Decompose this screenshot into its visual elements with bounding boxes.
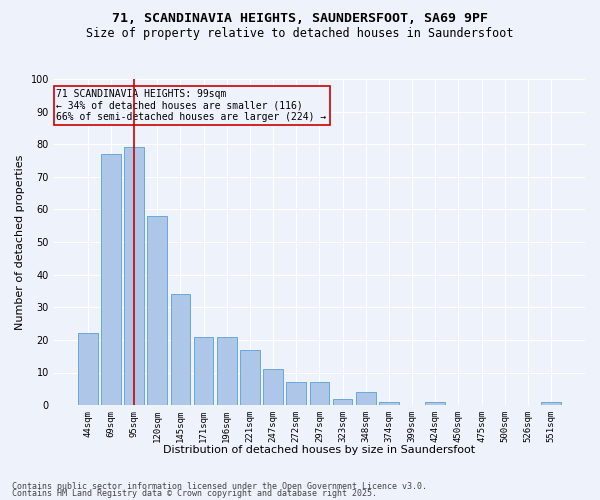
Bar (425, 402, 445, 405)
Bar (124, 148, 144, 405)
Bar (263, 369, 283, 405)
Text: Contains public sector information licensed under the Open Government Licence v3: Contains public sector information licen… (12, 482, 427, 491)
Y-axis label: Number of detached properties: Number of detached properties (15, 154, 25, 330)
Bar (310, 382, 329, 405)
X-axis label: Distribution of detached houses by size in Saundersfoot: Distribution of detached houses by size … (163, 445, 475, 455)
Bar (541, 402, 561, 405)
Bar (217, 336, 236, 405)
Text: Contains HM Land Registry data © Crown copyright and database right 2025.: Contains HM Land Registry data © Crown c… (12, 488, 377, 498)
Bar (356, 392, 376, 405)
Bar (101, 154, 121, 405)
Text: 71 SCANDINAVIA HEIGHTS: 99sqm
← 34% of detached houses are smaller (116)
66% of : 71 SCANDINAVIA HEIGHTS: 99sqm ← 34% of d… (56, 89, 326, 122)
Bar (333, 398, 352, 405)
Bar (240, 350, 260, 405)
Bar (170, 294, 190, 405)
Text: Size of property relative to detached houses in Saundersfoot: Size of property relative to detached ho… (86, 28, 514, 40)
Bar (286, 382, 306, 405)
Bar (78, 334, 98, 405)
Bar (379, 402, 399, 405)
Bar (194, 336, 214, 405)
Text: 71, SCANDINAVIA HEIGHTS, SAUNDERSFOOT, SA69 9PF: 71, SCANDINAVIA HEIGHTS, SAUNDERSFOOT, S… (112, 12, 488, 26)
Bar (148, 216, 167, 405)
